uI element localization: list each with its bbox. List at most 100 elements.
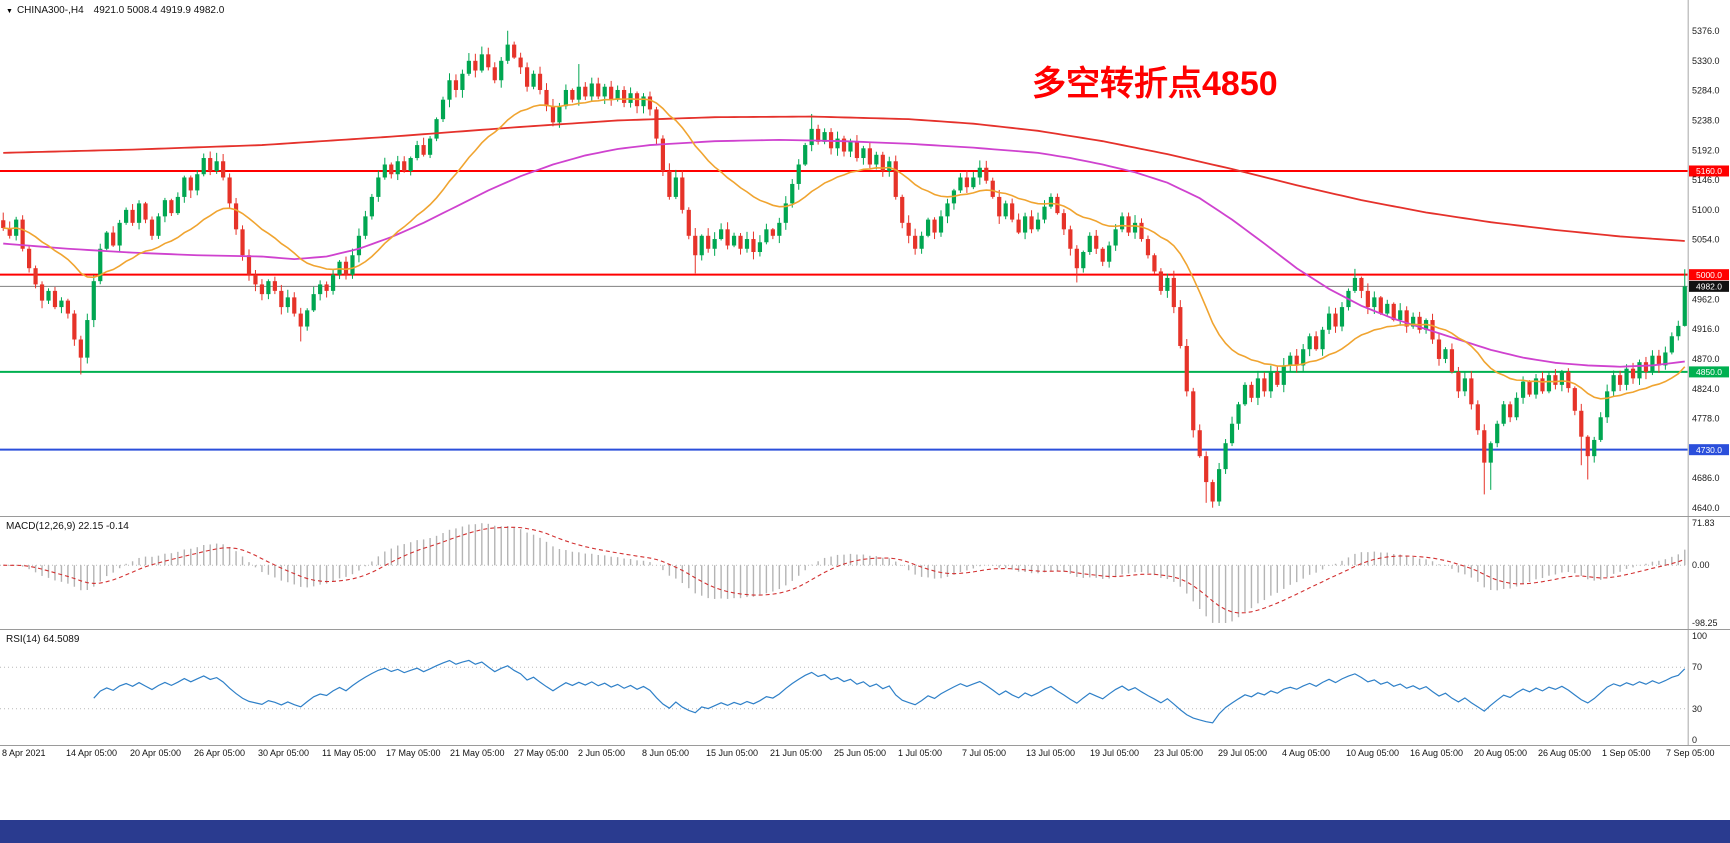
candle-body [1048,196,1054,207]
panel-separator [0,629,1730,630]
candle-body [1443,349,1448,359]
candle-body [1081,252,1086,269]
candle-body [33,268,38,285]
candle-body [1132,222,1138,233]
candle-body [1611,375,1616,392]
candle-body [712,239,717,249]
time-label: 29 Jul 05:00 [1218,748,1268,758]
candle-body [1061,213,1066,230]
candle-body [221,161,226,178]
candle-body [1669,336,1674,353]
candle-body [39,284,45,301]
candle-body [1288,355,1293,366]
time-axis: 8 Apr 2021 14 Apr 05:00 20 Apr 05:00 26 Apr… [0,748,1730,762]
candle-body [1229,423,1235,444]
candle-body [1572,388,1577,411]
candle-body [1385,303,1390,314]
candle-body [466,60,471,74]
candle-body [809,128,814,146]
rsi-axis-label: 30 [1692,704,1702,714]
rsi-line [93,659,1686,724]
candle-body [1314,336,1319,350]
candle-body [1417,316,1422,330]
candle-body [111,232,116,246]
candle-body [408,158,413,171]
price-badge [1689,444,1729,456]
candle-body [583,86,588,97]
candle-body [259,284,265,295]
y-axis-label: 5146.0 [1692,175,1720,185]
chart-header: ▼ CHINA300-,H4 4921.0 5008.4 4919.9 4982.0 [6,5,224,16]
candle-body [162,200,168,217]
candle-body [654,109,659,139]
candle-body [518,57,523,68]
candle-body [1482,430,1487,463]
candle-body [27,248,32,269]
candle-body [1197,430,1202,457]
candle-body [1592,439,1597,457]
candle-body [1391,303,1396,321]
ma-magenta [3,138,1685,368]
candle-body [486,54,491,68]
candle-body [1585,436,1590,457]
candle-body [589,83,594,97]
macd-axis-label: -98.25 [1692,618,1718,628]
candle-body [175,196,180,214]
candlestick-chart[interactable]: 5376.0 5330.0 5284.0 5238.0 5192.0 5146.0 5100… [0,0,1730,517]
candle-body [453,80,459,90]
candle-body [673,177,678,197]
candle-body [1475,404,1480,431]
candle-body [343,261,349,275]
candle-body [1378,297,1383,314]
candle-body [777,222,782,236]
y-axis-label: 4686.0 [1692,473,1720,483]
candle-body [1320,329,1325,350]
rsi-axis-label: 0 [1692,735,1697,745]
candle-body [919,235,924,249]
candle-body [1514,397,1519,418]
candle-body [117,222,122,246]
candle-body [770,229,775,236]
candle-body [984,167,989,181]
candle-body [1107,245,1112,262]
candle-body [848,141,853,152]
candle-body [1016,219,1021,233]
candle-body [900,196,905,223]
rsi-chart[interactable]: 100 70 30 0 [0,630,1730,745]
candle-body [925,219,931,236]
symbol-dropdown-icon[interactable]: ▼ [6,8,13,15]
candle-body [1598,417,1603,440]
candle-body [719,229,724,240]
macd-axis-label: 0.00 [1692,560,1710,570]
price-badge-label: 4730.0 [1696,445,1722,455]
candle-body [1617,375,1623,385]
time-label: 1 Jul 05:00 [898,748,943,758]
candle-body [1540,378,1545,392]
candle-body [1372,297,1377,308]
candle-body [667,170,672,197]
candle-body [1430,320,1435,340]
taskbar[interactable] [0,820,1730,843]
candle-body [699,235,704,256]
candle-body [1404,310,1409,327]
candle-body [647,96,653,110]
candle-body [1042,206,1047,220]
time-label: 4 Aug 05:00 [1282,748,1331,758]
rsi-axis-label: 100 [1692,631,1707,641]
y-axis-label: 5192.0 [1692,145,1720,155]
candle-body [1249,384,1254,398]
time-label: 27 May 05:00 [514,748,569,758]
candle-body [1436,339,1442,359]
candle-body [757,242,763,253]
candle-body [1119,216,1125,230]
candle-body [1242,384,1248,405]
candle-body [537,73,543,90]
candle-body [1352,277,1358,291]
price-badge-label: 5000.0 [1696,270,1722,280]
candle-body [1068,229,1073,249]
time-label: 1 Sep 05:00 [1602,748,1651,758]
candle-body [550,106,556,123]
macd-chart[interactable]: 71.83 0.00 -98.25 [0,517,1730,629]
candle-body [46,290,51,301]
candle-body [1495,423,1500,444]
